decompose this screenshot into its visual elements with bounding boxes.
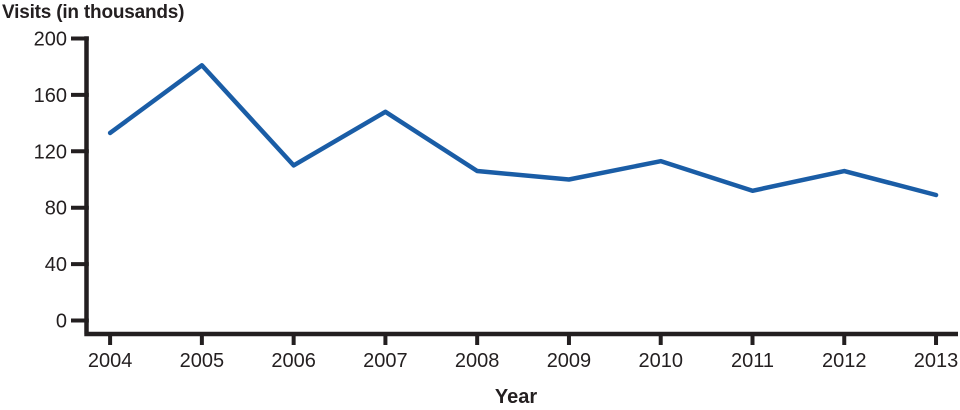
chart-title: Visits (in thousands) (2, 2, 185, 23)
x-tick-label: 2011 (731, 350, 774, 372)
x-tick-label: 2010 (638, 350, 683, 372)
x-tick-label: 2012 (822, 350, 867, 372)
data-line (107, 63, 939, 198)
y-axis: 0 40 80 120 160 200 (34, 29, 89, 333)
y-tick-label: 0 (56, 311, 67, 333)
y-tick-label: 80 (45, 198, 67, 220)
y-tick-label: 40 (45, 254, 67, 276)
x-tick-label: 2009 (547, 350, 592, 372)
x-tick-label: 2007 (363, 350, 408, 372)
y-tick-label: 160 (34, 85, 67, 107)
x-axis-title: Year (495, 386, 537, 408)
y-tick-label: 200 (34, 29, 67, 51)
x-tick-label: 2008 (455, 350, 500, 372)
x-tick-label: 2004 (88, 350, 133, 372)
y-tick-label: 120 (34, 141, 67, 163)
x-tick-label: 2013 (914, 350, 959, 372)
x-axis: 2004 2005 2006 2007 2008 2009 2010 2011 2012 2013 (88, 334, 958, 372)
x-tick-label: 2006 (271, 350, 316, 372)
axis-lines (84, 36, 958, 337)
x-tick-label: 2005 (180, 350, 225, 372)
